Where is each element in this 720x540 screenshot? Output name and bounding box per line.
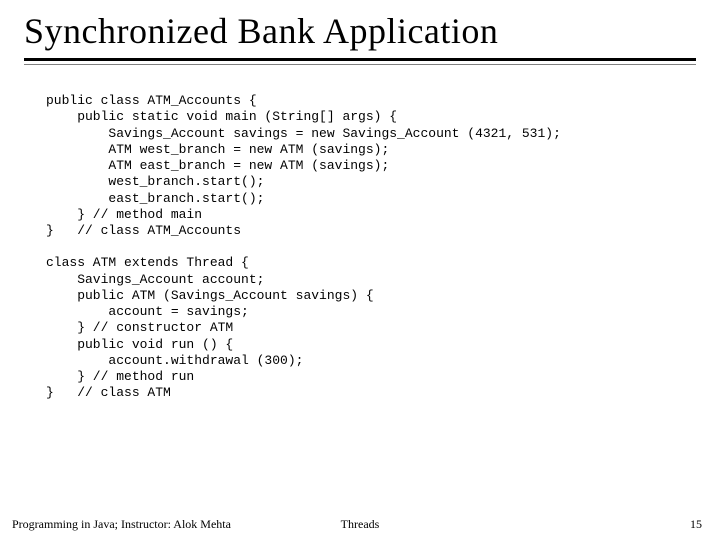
footer-center: Threads <box>0 517 720 532</box>
title-underline <box>24 58 696 61</box>
slide: Synchronized Bank Application public cla… <box>0 0 720 540</box>
code-block-2: class ATM extends Thread { Savings_Accou… <box>24 255 696 401</box>
footer-right: 15 <box>690 517 702 532</box>
code-block-1: public class ATM_Accounts { public stati… <box>24 93 696 239</box>
page-title: Synchronized Bank Application <box>24 10 696 58</box>
title-subunderline <box>24 64 696 65</box>
